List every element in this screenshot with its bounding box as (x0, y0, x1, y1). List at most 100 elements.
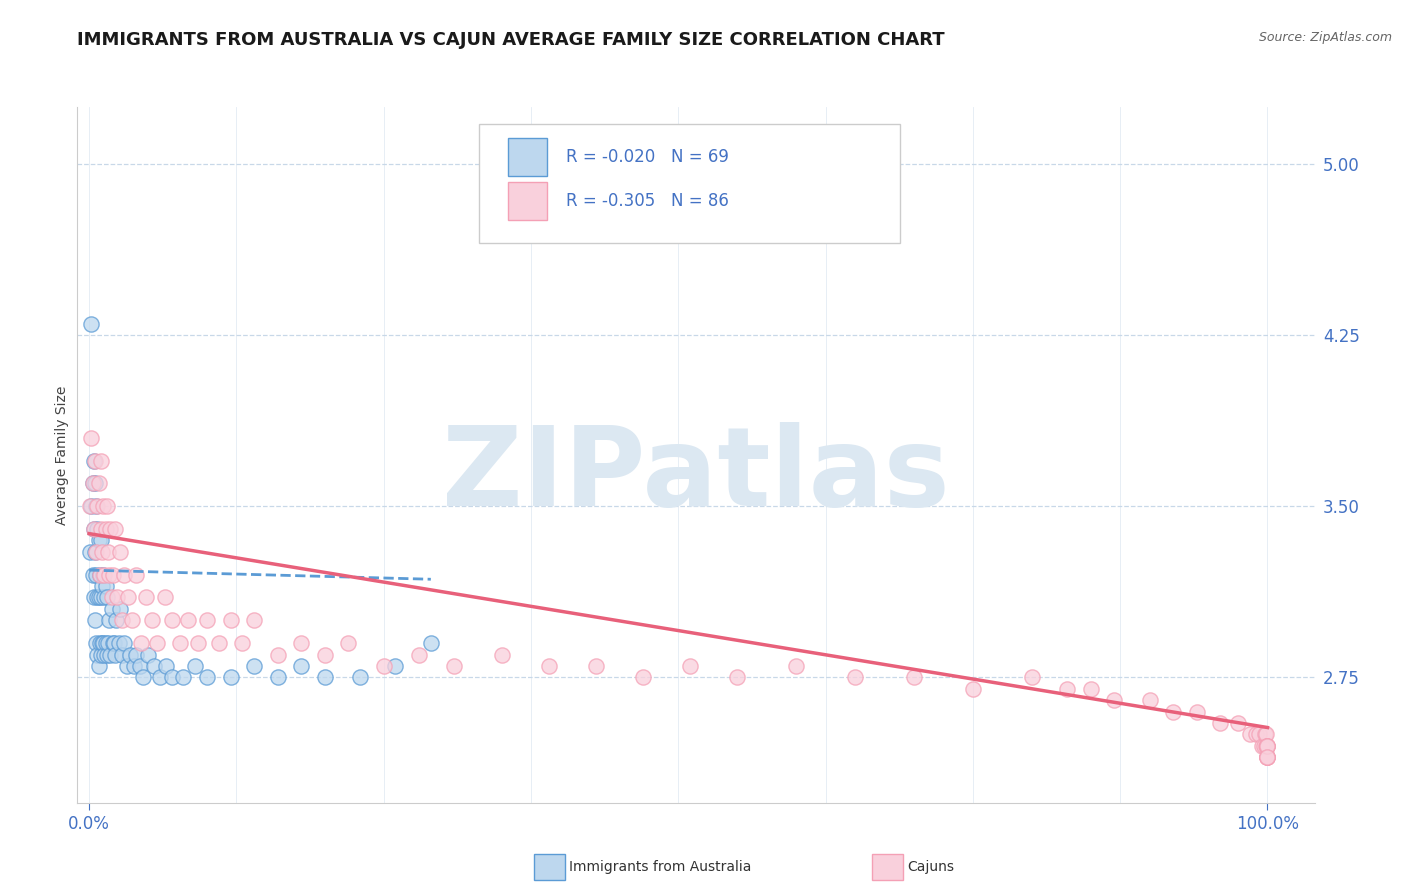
Point (243, 659, 266, 673)
Point (83, 591, 105, 605)
Point (105, 591, 128, 605)
Point (111, 613, 134, 627)
Point (79, 545, 101, 559)
Point (83, 522, 105, 536)
Point (141, 613, 163, 627)
Point (80, 431, 103, 445)
Point (1256, 739, 1278, 753)
Point (96, 648, 118, 662)
Point (136, 648, 159, 662)
Point (1185, 705, 1208, 719)
Point (1256, 750, 1278, 764)
Point (103, 636, 125, 650)
Point (219, 670, 242, 684)
Point (91, 636, 114, 650)
Point (266, 648, 288, 662)
Point (1021, 670, 1043, 684)
Point (84, 567, 107, 582)
Point (844, 670, 866, 684)
Point (97, 636, 120, 650)
Point (184, 659, 207, 673)
Point (87, 533, 110, 548)
Point (91, 567, 114, 582)
Point (135, 591, 157, 605)
FancyBboxPatch shape (508, 138, 547, 177)
Point (94, 636, 117, 650)
Point (290, 636, 312, 650)
Point (93, 591, 115, 605)
Point (1056, 681, 1078, 696)
Point (117, 591, 139, 605)
Point (82, 567, 104, 582)
Point (93, 648, 115, 662)
Point (80, 500, 103, 514)
Point (97, 545, 120, 559)
Point (86, 648, 108, 662)
Point (96, 500, 118, 514)
Point (408, 648, 430, 662)
Point (1256, 750, 1278, 764)
Point (114, 636, 136, 650)
Point (91, 545, 114, 559)
Point (89, 636, 111, 650)
Point (90, 648, 112, 662)
Point (208, 636, 231, 650)
Point (83, 522, 105, 536)
Point (125, 648, 148, 662)
Point (1256, 739, 1278, 753)
Point (101, 636, 124, 650)
Point (122, 659, 145, 673)
Point (129, 636, 152, 650)
Point (1256, 739, 1278, 753)
Point (585, 659, 607, 673)
Point (111, 648, 134, 662)
Point (349, 670, 371, 684)
Point (101, 567, 124, 582)
Point (290, 659, 312, 673)
Point (80, 317, 103, 331)
Text: IMMIGRANTS FROM AUSTRALIA VS CAJUN AVERAGE FAMILY SIZE CORRELATION CHART: IMMIGRANTS FROM AUSTRALIA VS CAJUN AVERA… (77, 31, 945, 49)
Point (107, 636, 129, 650)
Point (98, 648, 121, 662)
Point (160, 670, 183, 684)
Point (91, 579, 114, 593)
Point (91, 636, 114, 650)
Point (120, 648, 142, 662)
Point (631, 670, 654, 684)
Point (266, 670, 288, 684)
Point (314, 670, 336, 684)
Point (149, 670, 172, 684)
Point (153, 591, 176, 605)
Point (962, 681, 984, 696)
Point (1256, 727, 1278, 741)
Point (903, 670, 925, 684)
Text: R = -0.305   N = 86: R = -0.305 N = 86 (567, 192, 728, 210)
Point (98, 522, 121, 536)
Point (172, 670, 194, 684)
Point (1227, 715, 1250, 730)
Point (169, 636, 191, 650)
Point (86, 522, 108, 536)
Text: ZIPatlas: ZIPatlas (441, 422, 950, 529)
Point (86, 591, 108, 605)
Point (89, 567, 111, 582)
Point (91, 500, 114, 514)
Point (419, 636, 441, 650)
Point (84, 545, 107, 559)
Y-axis label: Average Family Size: Average Family Size (55, 385, 69, 524)
Point (1139, 693, 1161, 707)
Point (84, 500, 107, 514)
Point (373, 659, 395, 673)
Point (90, 453, 112, 467)
Point (1253, 739, 1275, 753)
Point (79, 500, 101, 514)
Point (90, 522, 112, 536)
Point (1104, 693, 1126, 707)
Point (114, 567, 136, 582)
Point (84, 636, 107, 650)
Point (231, 636, 253, 650)
Point (384, 659, 406, 673)
Text: Cajuns: Cajuns (907, 860, 953, 874)
Point (132, 670, 155, 684)
Point (1256, 750, 1278, 764)
